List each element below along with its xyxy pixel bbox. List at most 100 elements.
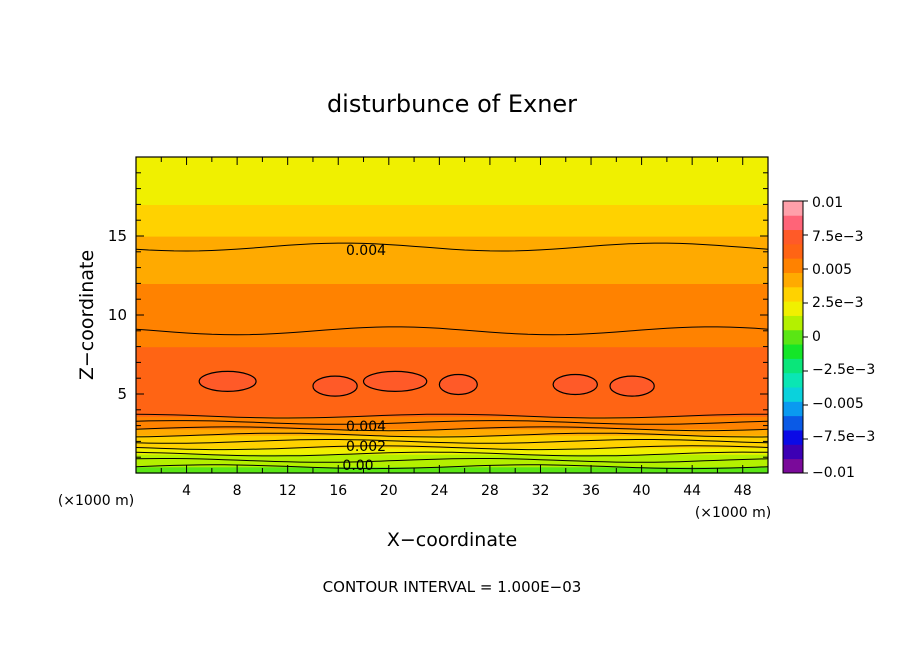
colorbar-swatch: [783, 444, 803, 460]
plot-area: [136, 157, 768, 474]
value-band: [136, 403, 768, 411]
x-axis-ticks: 4 8 12 16 20 24 28 32 36 40 44 48: [160, 157, 769, 499]
colorbar-swatch: [783, 415, 803, 431]
x-tick-label: 20: [380, 483, 398, 499]
contour-label-lower-0004: 0.004: [346, 419, 386, 435]
x-tick-label: 24: [430, 483, 448, 499]
contour-line: [135, 445, 769, 451]
value-band: [136, 466, 768, 474]
contour-line: [135, 413, 768, 419]
cb-label-2: 0.005: [812, 262, 852, 278]
contour-label-0002: 0.002: [346, 439, 386, 455]
colorbar-swatch: [783, 272, 803, 288]
high-value-cell: [609, 375, 655, 397]
contour-line: [135, 464, 769, 470]
value-band: [136, 251, 768, 269]
high-value-cell: [198, 370, 257, 392]
x-tick-label: 40: [633, 483, 651, 499]
value-band: [136, 460, 768, 468]
value-band: [136, 435, 768, 442]
x-tick-label: 36: [582, 483, 600, 499]
colorbar-swatch: [783, 372, 803, 388]
value-band: [136, 416, 768, 424]
colorbar-swatch: [783, 344, 803, 359]
value-band: [136, 299, 768, 316]
x-tick-label: 8: [233, 483, 242, 499]
contour-line: [135, 326, 769, 336]
value-band: [136, 330, 768, 348]
high-value-cell: [312, 375, 358, 397]
y-axis-ticks: 5 10 15: [108, 172, 768, 458]
value-band: [136, 315, 768, 332]
value-band: [136, 454, 768, 461]
colorbar-swatch: [783, 358, 803, 374]
value-band: [136, 422, 768, 430]
y-tick-label: 10: [108, 306, 127, 324]
cb-label-1: 7.5e−3: [812, 229, 864, 245]
cb-label-3: 2.5e−3: [812, 295, 864, 311]
x-unit-left: (×1000 m): [58, 493, 134, 509]
colorbar-swatch: [783, 243, 803, 259]
contour-line: [135, 451, 769, 457]
chart-title: disturbunce of Exner: [327, 90, 577, 118]
colorbar-swatch: [783, 215, 803, 231]
y-tick-label: 5: [117, 385, 127, 403]
colorbar-swatch: [783, 387, 803, 402]
value-band: [136, 220, 768, 237]
contour-lines: [135, 242, 769, 470]
x-tick-label: 28: [481, 483, 499, 499]
value-band: [136, 267, 768, 284]
value-band: [136, 362, 768, 379]
high-value-cell: [438, 373, 478, 396]
contour-label-upper-0004: 0.004: [346, 243, 386, 259]
colorbar-swatch: [783, 401, 803, 417]
value-band: [136, 283, 768, 300]
high-value-cell: [362, 370, 428, 392]
colorbar-swatch: [783, 201, 803, 216]
colorbar-swatch: [783, 315, 803, 331]
value-band: [136, 236, 768, 253]
x-axis-label: X−coordinate: [387, 529, 517, 551]
x-tick-label: 32: [532, 483, 550, 499]
colorbar-swatch: [783, 301, 803, 316]
high-value-cell: [552, 373, 598, 396]
value-band: [136, 346, 768, 363]
colorbar: [782, 200, 808, 474]
colorbar-swatch: [783, 286, 803, 302]
contour-line: [135, 426, 769, 432]
value-band: [136, 188, 768, 205]
colorbar-swatch: [783, 229, 803, 245]
colorbar-swatch: [783, 329, 803, 345]
x-tick-label: 48: [734, 483, 752, 499]
contour-label-000: 0.00: [342, 458, 373, 474]
cb-label-6: −0.005: [812, 396, 864, 412]
y-tick-label: 15: [108, 227, 127, 245]
value-band: [136, 428, 768, 436]
cb-label-5: −2.5e−3: [812, 362, 875, 378]
colorbar-swatch: [783, 430, 803, 445]
value-band: [136, 441, 768, 449]
contour-interval-note: CONTOUR INTERVAL = 1.000E−03: [323, 578, 582, 596]
value-band: [136, 157, 768, 174]
value-band: [136, 447, 768, 455]
x-tick-label: 44: [683, 483, 701, 499]
colorbar-swatch: [783, 258, 803, 273]
contour-line: [135, 458, 769, 463]
cb-label-4: 0: [812, 329, 821, 345]
cb-label-0: 0.01: [812, 195, 843, 211]
contour-line: [135, 242, 769, 252]
value-band: [136, 409, 768, 417]
y-axis-label: Z−coordinate: [76, 250, 98, 380]
value-band: [136, 172, 768, 190]
contour-line: [135, 439, 769, 444]
cb-label-7: −7.5e−3: [812, 429, 875, 445]
colorbar-swatch: [783, 458, 803, 474]
contour-line: [135, 420, 769, 425]
x-unit-right: (×1000 m): [695, 505, 771, 521]
x-tick-label: 12: [279, 483, 297, 499]
value-band: [136, 204, 768, 221]
contour-line: [135, 432, 769, 438]
cb-label-8: −0.01: [812, 465, 855, 481]
